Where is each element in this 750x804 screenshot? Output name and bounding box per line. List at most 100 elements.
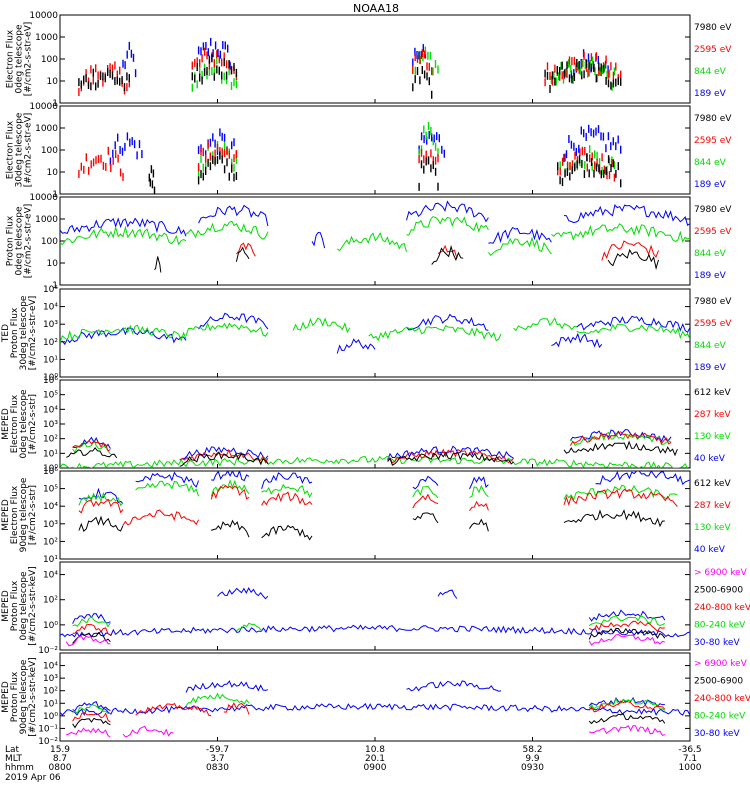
series-line: [135, 480, 200, 497]
series-line: [412, 493, 439, 509]
series-line: [431, 244, 464, 265]
series-line: [513, 317, 577, 332]
series-line: [576, 315, 690, 334]
legend-entry: 240-800 keV: [694, 603, 750, 613]
series-line: [210, 479, 250, 497]
y-tick-label: 10⁵: [43, 391, 58, 401]
series-line: [563, 484, 678, 501]
x-tick-label: 7.1: [683, 754, 697, 764]
series-line: [588, 620, 665, 632]
series-line: [60, 624, 690, 638]
y-axis-label: TED: [1, 324, 11, 343]
legend-entry: 40 keV: [694, 545, 726, 555]
x-tick-label: 10.8: [365, 745, 385, 755]
series-line: [72, 704, 111, 714]
y-axis-label: Electron Flux: [10, 485, 20, 544]
series-line: [78, 487, 124, 504]
series-line: [387, 448, 514, 464]
series-line: [563, 203, 690, 226]
series-line: [469, 476, 489, 490]
legend-entry: > 6900 keV: [694, 568, 748, 578]
series-line: [135, 702, 212, 717]
legend-entry: 130 keV: [694, 432, 731, 442]
y-tick-label: 10²: [43, 596, 58, 606]
series-line: [576, 323, 690, 340]
legend-entry: 189 eV: [694, 271, 727, 281]
series-line: [551, 332, 603, 349]
y-tick-label: 10: [47, 77, 59, 87]
series-marks: [60, 587, 690, 647]
y-tick-label: 10⁻²: [38, 646, 58, 656]
y-axis-label: 0deg telescope: [15, 24, 25, 94]
y-tick-label: 10⁴: [43, 662, 58, 672]
legend-entry: 2500-6900: [694, 676, 743, 686]
series-line: [60, 455, 690, 468]
y-tick-label: 100: [41, 237, 58, 247]
y-axis-label: Electron Flux: [10, 394, 20, 453]
series-line: [78, 515, 124, 532]
y-axis-label: 30deg telescope: [19, 295, 29, 370]
series-line: [210, 485, 250, 500]
series-line: [261, 472, 313, 490]
panel-frame: [59, 105, 691, 195]
y-axis-label: [#/cm2-s-str]: [28, 485, 38, 545]
series-line: [185, 680, 269, 693]
y-axis-label: Proton Flux: [10, 671, 20, 722]
series-line: [135, 471, 200, 488]
series-line: [387, 451, 514, 466]
y-axis-label: Electron Flux: [6, 29, 16, 88]
series-line: [588, 615, 666, 627]
y-axis-label: 0deg telescope: [19, 571, 29, 641]
y-tick-label: 10⁴: [43, 303, 58, 313]
legend-entry: 80-240 keV: [694, 712, 746, 722]
series-line: [179, 451, 269, 467]
series-line: [261, 491, 313, 506]
series-line: [235, 246, 250, 262]
series-marks: [60, 312, 690, 354]
legend-entry: 189 eV: [694, 363, 727, 373]
y-tick-label: 10³: [43, 674, 58, 684]
series-line: [588, 609, 666, 622]
series-line: [185, 692, 250, 707]
panel-ted-proton-0deg: 1 10 100 1000 10000 Proton Flux 0deg telescope…: [6, 193, 733, 291]
series-line: [72, 439, 111, 455]
y-axis-label: Proton Flux: [10, 580, 20, 631]
panel-meped-electron-90deg: 10¹ 10² 10³ 10⁴ 10⁵ 10⁶ MEPED Electron Flux 90de…: [1, 467, 731, 565]
legend-entry: 40 keV: [694, 454, 726, 464]
series-line: [60, 217, 187, 237]
legend-entry: 2595 eV: [694, 227, 732, 237]
series-line: [488, 236, 552, 257]
legend-entry: 189 eV: [694, 89, 727, 99]
x-tick-label: 0830: [206, 763, 229, 773]
y-axis-label: [#/cm2-s-str-keV]: [28, 657, 38, 736]
y-axis-label: 30deg telescope: [15, 112, 25, 187]
series-line: [406, 680, 502, 692]
series-line: [236, 242, 256, 257]
y-tick-label: 10⁶: [43, 467, 58, 477]
series-line: [588, 700, 666, 713]
series-line: [311, 231, 326, 249]
y-tick-label: 100: [41, 55, 58, 65]
panel-ted-electron-30deg: 1 10 100 1000 10000 Electron Flux 30deg telesc…: [6, 102, 733, 200]
series-line: [469, 500, 489, 512]
panel-frame: [59, 470, 691, 560]
y-tick-label: 10¹: [43, 355, 58, 365]
legend-entry: 2595 eV: [694, 45, 732, 55]
series-line: [60, 324, 187, 343]
y-tick-label: 10000: [29, 102, 58, 112]
legend-entry: 240-800 keV: [694, 694, 750, 704]
y-tick-label: 10⁶: [43, 376, 58, 386]
series-line: [551, 223, 690, 243]
y-tick-label: 1: [52, 190, 58, 200]
series-line: [588, 627, 666, 640]
series-line: [563, 509, 665, 528]
series-line: [588, 634, 665, 646]
series-line: [412, 475, 439, 490]
y-axis-label: 90deg telescope: [19, 477, 29, 552]
series-line: [72, 439, 111, 452]
y-tick-label: 10⁴: [43, 405, 58, 415]
series-line: [122, 509, 200, 526]
x-tick-label: -59.7: [206, 745, 229, 755]
y-tick-label: 100: [41, 146, 58, 156]
